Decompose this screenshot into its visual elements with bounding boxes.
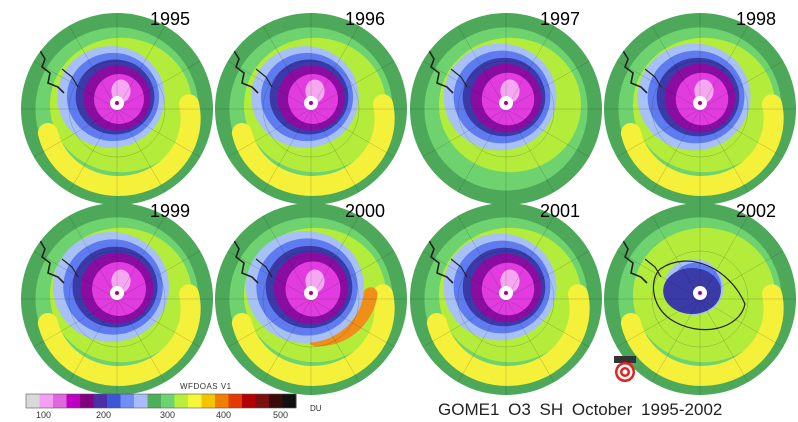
color-scale-swatch (80, 394, 94, 408)
ozone-map (410, 13, 602, 205)
ozone-map (410, 203, 602, 395)
ozone-map (604, 203, 796, 395)
color-scale-swatch (134, 394, 148, 408)
color-scale-swatch (53, 394, 67, 408)
color-scale-swatch (66, 394, 81, 408)
color-scale-swatch (120, 394, 135, 408)
map-year-label: 2000 (345, 201, 386, 221)
color-scale-swatch (107, 394, 121, 408)
map-year-label: 2002 (736, 201, 777, 221)
scale-unit: DU (310, 404, 322, 413)
color-scale-swatch (255, 394, 270, 408)
color-scale-swatch (188, 394, 202, 408)
scale-tick-label: 400 (216, 410, 232, 420)
color-scale-swatch (228, 394, 243, 408)
color-scale-swatch (282, 394, 297, 408)
color-scale-swatch (26, 394, 40, 408)
color-scale-swatch (215, 394, 229, 408)
map-year-label: 1999 (150, 201, 191, 221)
color-scale-swatch (147, 394, 162, 408)
map-year-label: 1998 (736, 9, 777, 29)
scale-tick-label: 300 (160, 410, 176, 420)
color-scale-swatch (93, 394, 108, 408)
color-scale-swatch (161, 394, 175, 408)
scale-tick-label: 200 (96, 410, 112, 420)
color-scale-swatch (269, 394, 283, 408)
ozone-map (21, 203, 213, 395)
ozone-map (215, 13, 407, 205)
color-scale-swatch (242, 394, 256, 408)
map-year-label: 1996 (345, 9, 386, 29)
figure-caption: GOME1 O3 SH October 1995-2002 (438, 400, 723, 419)
color-scale-bar (25, 393, 297, 409)
ozone-map (604, 13, 796, 205)
color-scale-swatch (39, 394, 54, 408)
color-scale-swatch (201, 394, 216, 408)
scale-tick-label: 500 (273, 410, 289, 420)
ozone-map (215, 203, 407, 395)
scale-title: WFDOAS V1 (180, 382, 232, 391)
color-scale-swatch (174, 394, 189, 408)
ozone-map (21, 13, 213, 205)
map-year-label: 1997 (540, 9, 581, 29)
map-year-label: 2001 (540, 201, 581, 221)
scale-tick-label: 100 (36, 410, 52, 420)
logo (614, 356, 636, 382)
map-year-label: 1995 (150, 9, 191, 29)
